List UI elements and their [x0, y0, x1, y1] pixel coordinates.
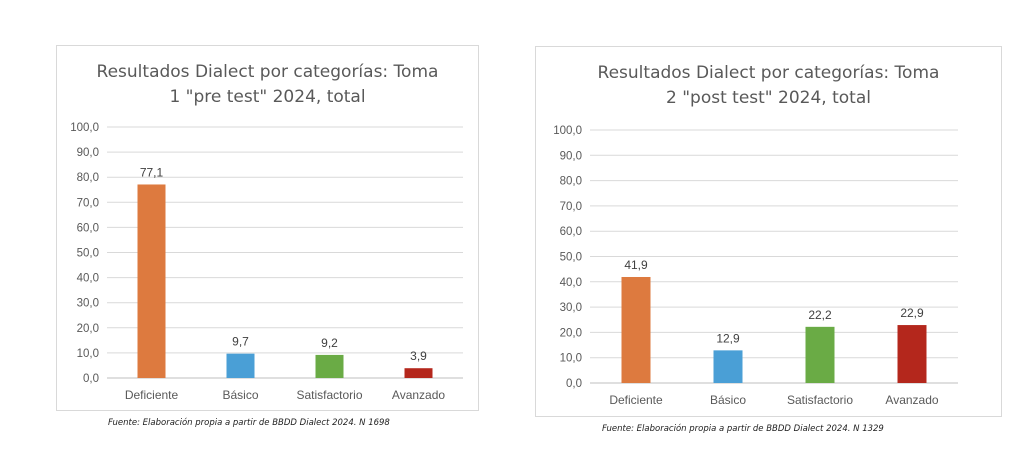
- data-label: 22,9: [900, 306, 924, 320]
- y-tick-label: 40,0: [77, 273, 99, 285]
- y-tick-label: 80,0: [560, 176, 582, 188]
- chart-title: Resultados Dialect por categorías: Toma …: [57, 60, 478, 110]
- y-tick-label: 50,0: [77, 248, 99, 260]
- x-tick-label: Básico: [710, 393, 746, 407]
- bar: [805, 326, 835, 383]
- bar: [226, 353, 255, 378]
- x-tick-label: Satisfactorio: [296, 388, 362, 402]
- x-tick-label: Básico: [222, 388, 258, 402]
- y-tick-label: 70,0: [560, 201, 582, 213]
- data-label: 3,9: [410, 349, 427, 363]
- chart-post-test: Resultados Dialect por categorías: Toma …: [535, 46, 1002, 417]
- y-tick-label: 60,0: [560, 226, 582, 238]
- x-tick-label: Satisfactorio: [787, 393, 853, 407]
- bar-chart-post-test: 0,0 10,0 20,0 30,0 40,0 50,0 60,0 70,0 80,0 90,0 1…: [553, 125, 958, 407]
- chart-title: Resultados Dialect por categorías: Toma …: [536, 61, 1001, 111]
- y-tick-label: 80,0: [77, 172, 99, 184]
- y-tick-label: 0,0: [566, 378, 582, 390]
- x-tick-label: Deficiente: [609, 393, 663, 407]
- x-tick-label: Deficiente: [125, 388, 179, 402]
- chart-title-line-2: 1 "pre test" 2024, total: [169, 87, 366, 107]
- y-tick-label: 20,0: [560, 327, 582, 339]
- data-label: 77,1: [140, 165, 164, 179]
- y-tick-label: 70,0: [77, 197, 99, 209]
- y-tick-label: 90,0: [560, 150, 582, 162]
- y-tick-label: 20,0: [77, 323, 99, 335]
- y-tick-label: 30,0: [560, 302, 582, 314]
- data-label: 9,2: [321, 336, 338, 350]
- y-tick-label: 100,0: [70, 122, 99, 134]
- bar: [315, 354, 344, 378]
- y-tick-label: 30,0: [77, 298, 99, 310]
- data-label: 22,2: [808, 308, 832, 322]
- chart-title-line-1: Resultados Dialect por categorías: Toma: [597, 63, 940, 83]
- source-caption-pre-test: Fuente: Elaboración propia a partir de B…: [108, 418, 390, 428]
- bar: [713, 350, 743, 383]
- bar: [897, 325, 927, 383]
- x-tick-label: Avanzado: [392, 388, 445, 402]
- data-label: 41,9: [624, 258, 648, 272]
- y-tick-label: 50,0: [560, 252, 582, 264]
- chart-pre-test: Resultados Dialect por categorías: Toma …: [56, 45, 479, 411]
- y-tick-label: 10,0: [77, 348, 99, 360]
- y-tick-label: 10,0: [560, 353, 582, 365]
- x-tick-label: Avanzado: [885, 393, 938, 407]
- chart-title-line-1: Resultados Dialect por categorías: Toma: [96, 62, 439, 82]
- y-tick-label: 60,0: [77, 222, 99, 234]
- data-label: 9,7: [232, 335, 249, 349]
- data-label: 12,9: [716, 331, 740, 345]
- y-tick-label: 0,0: [83, 373, 99, 385]
- y-tick-label: 100,0: [553, 125, 582, 137]
- y-tick-label: 90,0: [77, 147, 99, 159]
- bar: [404, 368, 433, 378]
- source-caption-post-test: Fuente: Elaboración propia a partir de B…: [602, 424, 884, 434]
- bar-chart-pre-test: 0,0 10,0 20,0 30,0 40,0 50,0 60,0 70,0 80,0 90,0 1…: [70, 122, 463, 402]
- chart-title-line-2: 2 "post test" 2024, total: [666, 88, 871, 108]
- y-tick-label: 40,0: [560, 277, 582, 289]
- bar: [137, 184, 166, 378]
- bar: [621, 276, 651, 383]
